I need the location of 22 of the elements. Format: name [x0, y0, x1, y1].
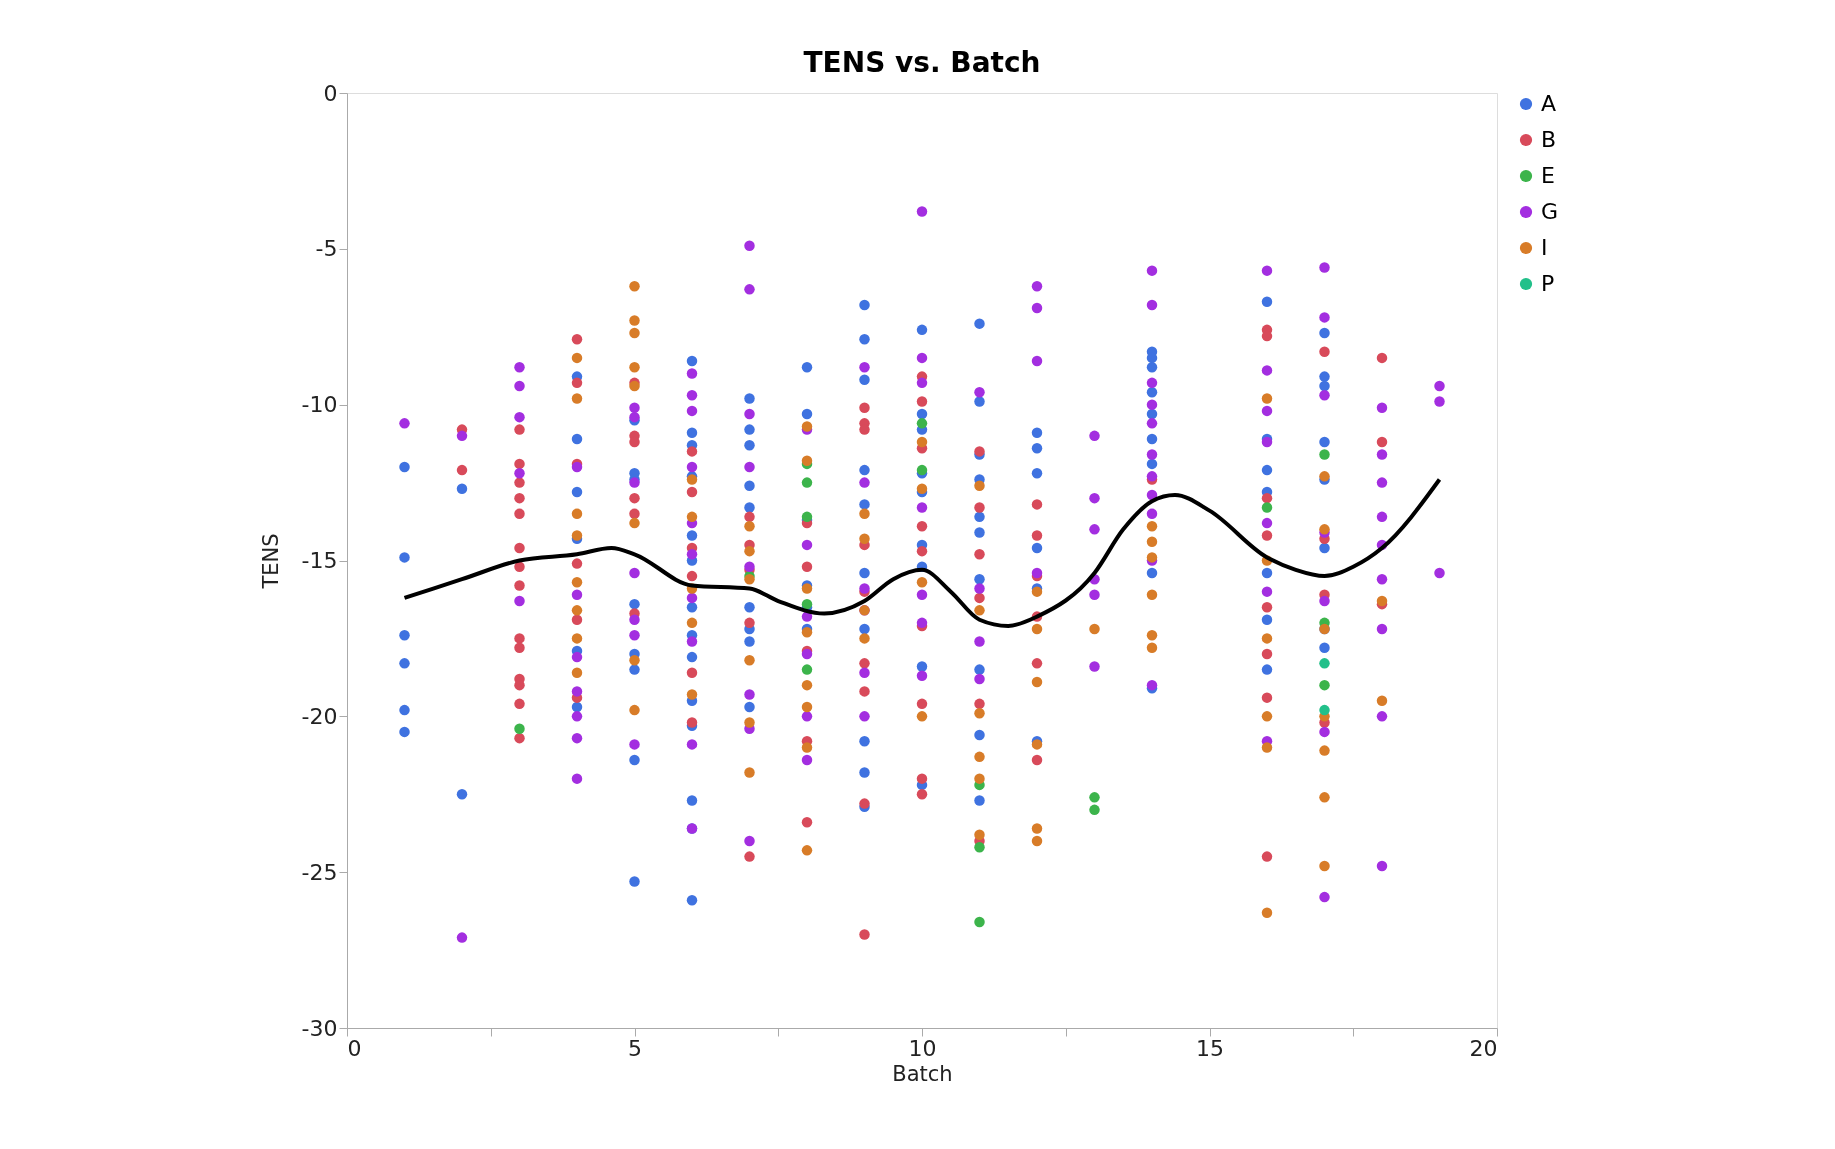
x-tick-label: 0 — [347, 1035, 362, 1061]
legend-label: G — [1541, 199, 1559, 224]
x-axis-title: Batch — [892, 1061, 953, 1086]
legend-label: A — [1541, 91, 1557, 116]
y-axis-title: TENS — [258, 533, 283, 590]
legend-label: I — [1541, 235, 1548, 260]
x-tick-label: 10 — [908, 1035, 937, 1061]
y-tick-label: -10 — [301, 392, 338, 418]
y-tick-label: -25 — [301, 859, 338, 885]
legend-label: E — [1541, 163, 1555, 188]
y-tick-label: -15 — [301, 548, 338, 573]
legend-label: B — [1541, 127, 1557, 152]
x-tick-label: 20 — [1469, 1035, 1498, 1061]
chart-title: TENS vs. Batch — [803, 46, 1041, 79]
y-tick-label: -20 — [301, 703, 338, 729]
y-tick-label: -5 — [315, 236, 338, 262]
line-series — [402, 477, 1442, 628]
y-tick-label: 0 — [323, 80, 338, 106]
x-tick-label: 15 — [1196, 1035, 1224, 1061]
legend-label: P — [1541, 271, 1555, 296]
y-tick-label: -30 — [301, 1015, 338, 1041]
x-tick-label: 5 — [628, 1035, 642, 1061]
